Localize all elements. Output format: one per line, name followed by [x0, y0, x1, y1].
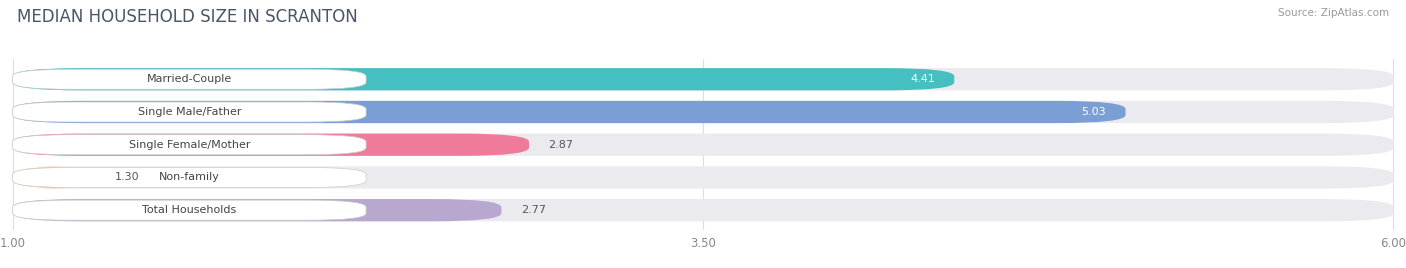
FancyBboxPatch shape [13, 68, 1393, 90]
FancyBboxPatch shape [13, 199, 502, 221]
FancyBboxPatch shape [13, 168, 366, 188]
Text: 5.03: 5.03 [1081, 107, 1107, 117]
FancyBboxPatch shape [13, 133, 529, 156]
FancyBboxPatch shape [13, 69, 366, 89]
FancyBboxPatch shape [13, 200, 366, 220]
FancyBboxPatch shape [13, 68, 955, 90]
Text: Single Female/Mother: Single Female/Mother [128, 140, 250, 150]
Text: Single Male/Father: Single Male/Father [138, 107, 240, 117]
FancyBboxPatch shape [13, 166, 1393, 189]
Text: Source: ZipAtlas.com: Source: ZipAtlas.com [1278, 8, 1389, 18]
Text: Total Households: Total Households [142, 205, 236, 215]
FancyBboxPatch shape [13, 199, 1393, 221]
FancyBboxPatch shape [13, 166, 96, 189]
FancyBboxPatch shape [13, 133, 1393, 156]
FancyBboxPatch shape [13, 135, 366, 155]
Text: 4.41: 4.41 [910, 74, 935, 84]
Text: Non-family: Non-family [159, 172, 219, 183]
Text: 2.87: 2.87 [548, 140, 574, 150]
Text: 1.30: 1.30 [115, 172, 139, 183]
Text: 2.77: 2.77 [520, 205, 546, 215]
FancyBboxPatch shape [13, 102, 366, 122]
FancyBboxPatch shape [13, 101, 1126, 123]
Text: MEDIAN HOUSEHOLD SIZE IN SCRANTON: MEDIAN HOUSEHOLD SIZE IN SCRANTON [17, 8, 357, 26]
Text: Married-Couple: Married-Couple [146, 74, 232, 84]
FancyBboxPatch shape [13, 101, 1393, 123]
